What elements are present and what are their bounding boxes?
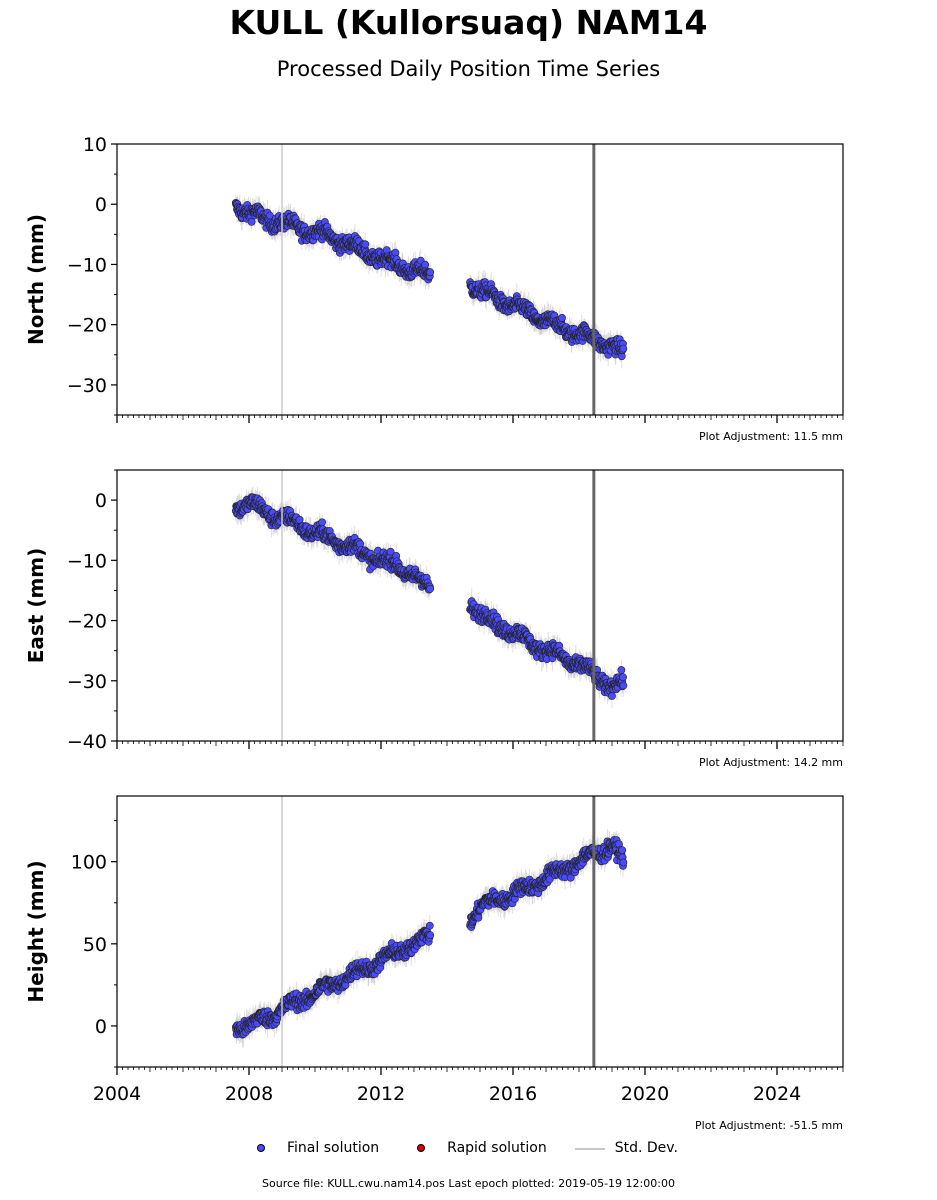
final-solution-point	[426, 268, 435, 277]
plot-adjustment-note: Plot Adjustment: 14.2 mm	[699, 756, 843, 769]
figure-title: KULL (Kullorsuaq) NAM14	[229, 3, 708, 42]
final-solution-point	[608, 692, 616, 700]
plot-adjustment-note: Plot Adjustment: 11.5 mm	[699, 430, 843, 443]
y-axis-label: North (mm)	[24, 214, 48, 345]
final-solution-point	[247, 217, 256, 226]
y-tick-label: −30	[67, 671, 107, 693]
axes-frame	[116, 143, 844, 416]
final-solution-points	[231, 198, 628, 361]
y-tick-label: −40	[67, 731, 107, 753]
y-axis-label: East (mm)	[24, 548, 48, 664]
final-solution-point	[361, 240, 370, 249]
final-solution-point	[318, 518, 326, 527]
final-solution-point	[426, 584, 435, 593]
final-solution-point	[558, 313, 566, 322]
y-tick-label: −30	[67, 375, 107, 397]
final-solution-point	[619, 673, 627, 682]
y-tick-label: 10	[83, 134, 107, 156]
final-solution-point	[619, 344, 628, 353]
final-solution-point	[386, 547, 395, 556]
final-solution-points	[231, 493, 628, 700]
final-solution-point	[619, 681, 628, 690]
y-tick-label: −10	[67, 254, 107, 276]
panel-2: 0 −10 −20 −30 −40 East (mm) Plot Adjustment: 1…	[24, 469, 844, 769]
final-solution-point	[356, 539, 364, 548]
final-solution-point	[391, 248, 400, 257]
panel-1: 10 0 −10 −20 −30 North (mm) Plot Adjustment: 1…	[24, 134, 844, 443]
figure-subtitle: Processed Daily Position Time Series	[276, 57, 661, 81]
y-tick-label: −20	[67, 315, 107, 337]
y-tick-label: 0	[95, 490, 107, 512]
final-solution-point	[617, 666, 626, 674]
y-tick-label: −20	[67, 611, 107, 633]
final-solution-points	[231, 836, 628, 1039]
y-tick-label: 0	[95, 194, 107, 216]
y-tick-label: −10	[67, 550, 107, 572]
